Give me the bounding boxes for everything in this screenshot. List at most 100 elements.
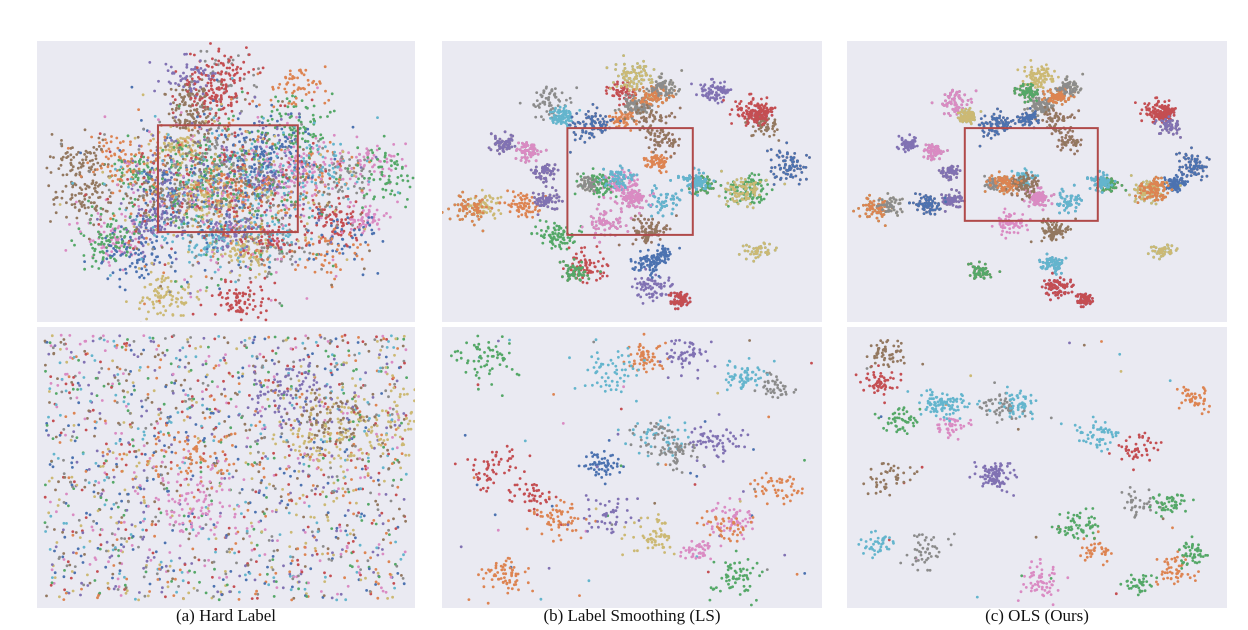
data-point (285, 173, 288, 176)
data-point (246, 298, 250, 301)
data-point (334, 274, 338, 278)
data-point (173, 98, 177, 102)
data-point (304, 93, 308, 96)
data-point (230, 259, 234, 262)
data-point (319, 209, 323, 212)
data-point (398, 507, 401, 511)
data-point (191, 104, 195, 107)
data-point (231, 239, 235, 243)
data-point (176, 202, 179, 205)
data-point (276, 237, 279, 240)
data-point (244, 564, 247, 568)
data-point (202, 253, 206, 256)
data-point (221, 129, 224, 132)
data-point (249, 423, 253, 427)
data-point (353, 353, 357, 357)
data-point (175, 173, 179, 177)
data-point (154, 178, 157, 182)
data-point (287, 207, 291, 211)
data-point (269, 114, 273, 118)
data-point (360, 174, 364, 178)
data-point (302, 197, 305, 201)
data-point (233, 95, 237, 99)
data-point (382, 195, 385, 199)
data-point (327, 261, 331, 265)
data-point (195, 295, 199, 299)
data-point (77, 227, 81, 231)
data-point (187, 250, 190, 254)
data-point (124, 254, 128, 257)
data-point (232, 188, 235, 192)
data-point (340, 231, 344, 235)
data-point (217, 59, 221, 63)
data-point (358, 543, 362, 547)
data-point (143, 501, 146, 505)
data-point (203, 205, 206, 209)
data-point (182, 301, 186, 305)
data-point (345, 361, 348, 365)
data-point (168, 156, 172, 160)
data-point (241, 169, 245, 173)
data-point (411, 176, 415, 180)
data-point (149, 270, 153, 274)
data-point (352, 228, 356, 232)
data-point (191, 72, 194, 76)
data-point (285, 211, 289, 215)
data-point (105, 234, 109, 238)
data-point (252, 383, 256, 386)
data-point (81, 561, 85, 564)
data-point (240, 153, 244, 157)
data-point (78, 208, 81, 212)
data-point (229, 250, 232, 253)
data-point (179, 180, 183, 184)
data-point (205, 487, 209, 491)
data-point (307, 91, 311, 94)
data-point (318, 145, 321, 149)
data-point (149, 558, 153, 562)
data-point (258, 489, 261, 493)
data-point (205, 50, 209, 53)
data-point (306, 336, 310, 340)
data-point (244, 191, 247, 195)
data-point (318, 241, 321, 244)
data-point (287, 148, 290, 152)
data-point (404, 142, 407, 146)
data-point (132, 232, 136, 236)
data-point (189, 194, 193, 198)
data-point (119, 254, 123, 257)
data-point (169, 201, 173, 204)
data-point (305, 191, 309, 195)
data-point (230, 109, 234, 113)
data-point (354, 171, 358, 175)
data-point (83, 197, 87, 201)
data-point (259, 217, 263, 220)
data-point (318, 80, 321, 83)
data-point (290, 559, 294, 563)
data-point (148, 210, 151, 214)
data-point (288, 77, 291, 81)
data-point (258, 145, 262, 149)
data-point (256, 129, 260, 133)
data-point (113, 257, 116, 261)
data-point (203, 133, 207, 136)
data-point (223, 158, 226, 162)
data-point (184, 393, 188, 396)
data-point (49, 382, 53, 385)
data-point (134, 218, 138, 222)
data-point (108, 233, 112, 236)
data-point (185, 215, 189, 219)
data-point (113, 227, 117, 231)
data-point (271, 197, 275, 201)
data-point (254, 176, 258, 180)
data-point (203, 135, 206, 139)
data-point (287, 161, 291, 165)
data-point (140, 414, 144, 418)
data-point (337, 165, 340, 169)
data-point (96, 570, 99, 573)
data-point (151, 247, 155, 251)
data-point (193, 203, 197, 207)
data-point (401, 179, 405, 182)
data-point (241, 294, 245, 298)
data-point (345, 212, 349, 216)
data-point (168, 290, 172, 294)
